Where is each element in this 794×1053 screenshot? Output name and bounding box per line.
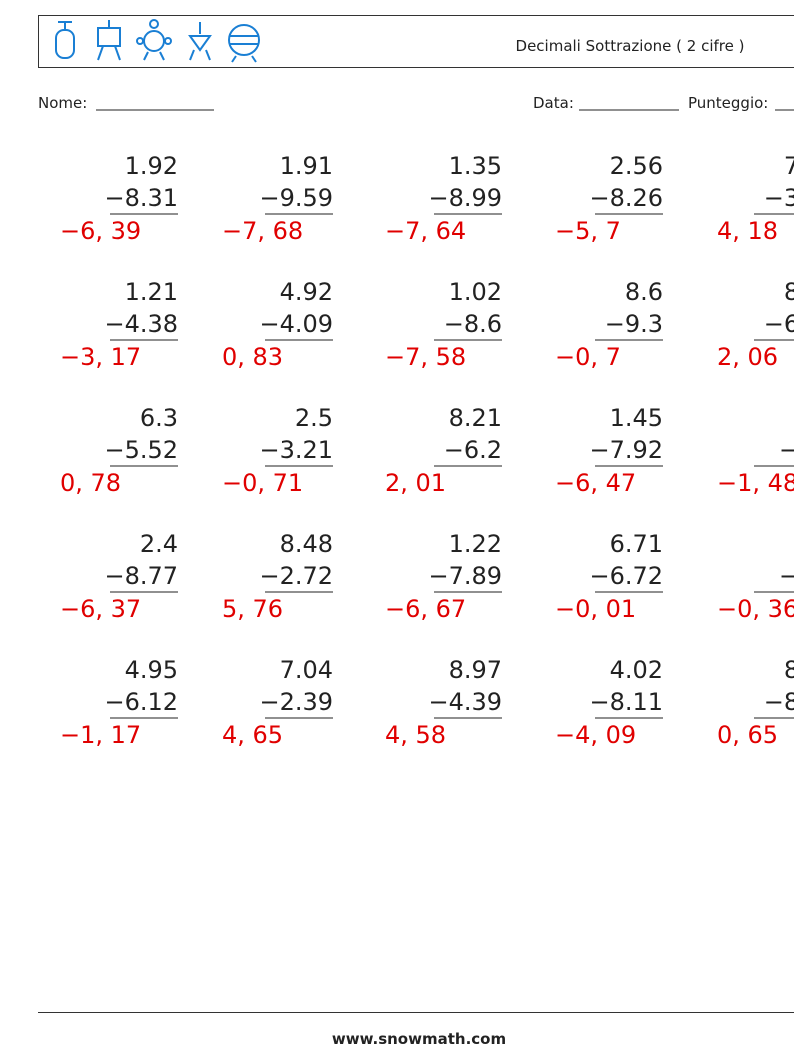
subtrahend: −3.: [779, 436, 794, 464]
subtrahend: −7.89: [428, 562, 502, 590]
subtrahend: −4.09: [259, 310, 333, 338]
minuend: 7.04: [280, 656, 333, 684]
answer: 0, 83: [222, 343, 283, 371]
minuend: 1.45: [610, 404, 663, 432]
date-label: Data:: [533, 94, 574, 112]
answer: 2, 01: [385, 469, 446, 497]
answer: −6, 37: [60, 595, 141, 623]
answer: −0, 71: [222, 469, 303, 497]
minuend: 2.5: [295, 404, 333, 432]
minuend: 8.21: [449, 404, 502, 432]
subtrahend: −8.11: [589, 688, 663, 716]
answer: −7, 64: [385, 217, 466, 245]
answer: 0, 78: [60, 469, 121, 497]
subtrahend: −8.3: [764, 688, 794, 716]
subtrahend: −6.12: [104, 688, 178, 716]
subtrahend: −2.39: [259, 688, 333, 716]
minuend: 1.21: [125, 278, 178, 306]
footer-site: www.snowmath.com: [332, 1030, 506, 1048]
minuend: 4.92: [280, 278, 333, 306]
answer: −6, 39: [60, 217, 141, 245]
minuend: 8.9: [784, 656, 794, 684]
subtrahend: −6.2: [764, 310, 794, 338]
answer: −7, 58: [385, 343, 466, 371]
answer: −0, 7: [555, 343, 621, 371]
subtrahend: −6.2: [444, 436, 502, 464]
minuend: 6.71: [610, 530, 663, 558]
subtrahend: −7.92: [589, 436, 663, 464]
subtrahend: −2.72: [259, 562, 333, 590]
subtrahend: −5.52: [104, 436, 178, 464]
subtrahend: −8.26: [589, 184, 663, 212]
answer: 2, 06: [717, 343, 778, 371]
minuend: 1.02: [449, 278, 502, 306]
worksheet-title: Decimali Sottrazione ( 2 cifre ): [516, 37, 745, 55]
minuend: 4.95: [125, 656, 178, 684]
answer: −6, 67: [385, 595, 466, 623]
minuend: 1.92: [125, 152, 178, 180]
minuend: 8.2: [784, 278, 794, 306]
answer: −4, 09: [555, 721, 636, 749]
subtrahend: −8.99: [428, 184, 502, 212]
minuend: 1.22: [449, 530, 502, 558]
answer: 4, 65: [222, 721, 283, 749]
minuend: 8.48: [280, 530, 333, 558]
subtrahend: −4.38: [104, 310, 178, 338]
answer: −0, 01: [555, 595, 636, 623]
minuend: 8.97: [449, 656, 502, 684]
minuend: 1.35: [449, 152, 502, 180]
answer: 5, 76: [222, 595, 283, 623]
subtrahend: −8.6: [444, 310, 502, 338]
minuend: 6.3: [140, 404, 178, 432]
minuend: 4.02: [610, 656, 663, 684]
name-label: Nome:: [38, 94, 87, 112]
subtrahend: −9.3: [605, 310, 663, 338]
subtrahend: −7.: [779, 562, 794, 590]
subtrahend: −3.21: [259, 436, 333, 464]
minuend: 8.6: [625, 278, 663, 306]
score-label: Punteggio:: [688, 94, 768, 112]
answer: −0, 36: [717, 595, 794, 623]
answer: −6, 47: [555, 469, 636, 497]
subtrahend: −8.77: [104, 562, 178, 590]
header-box: [38, 15, 794, 68]
subtrahend: −4.39: [428, 688, 502, 716]
minuend: 2.56: [610, 152, 663, 180]
answer: 4, 58: [385, 721, 446, 749]
answer: −7, 68: [222, 217, 303, 245]
answer: −3, 17: [60, 343, 141, 371]
header-icons: [55, 19, 260, 63]
answer: 0, 65: [717, 721, 778, 749]
subtrahend: −6.72: [589, 562, 663, 590]
answer: 4, 18: [717, 217, 778, 245]
minuend: 7.8: [784, 152, 794, 180]
subtrahend: −3.6: [764, 184, 794, 212]
answer: −1, 17: [60, 721, 141, 749]
subtrahend: −9.59: [259, 184, 333, 212]
subtrahend: −8.31: [104, 184, 178, 212]
answer: −1, 48: [717, 469, 794, 497]
minuend: 2.4: [140, 530, 178, 558]
answer: −5, 7: [555, 217, 621, 245]
minuend: 1.91: [280, 152, 333, 180]
